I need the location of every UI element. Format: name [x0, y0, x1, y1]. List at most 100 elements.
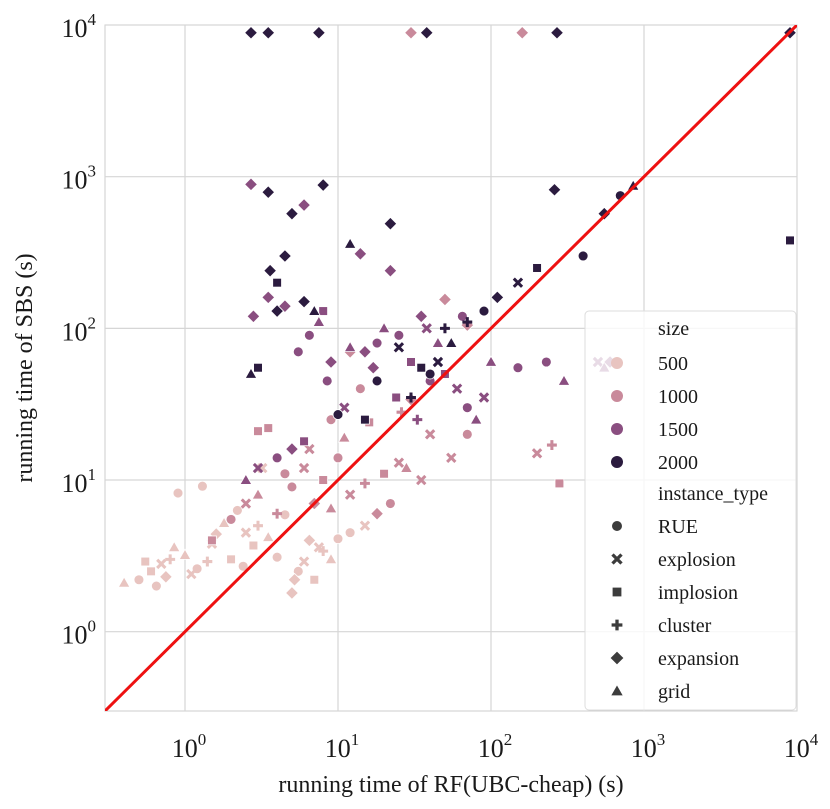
legend-type-label: grid [658, 681, 690, 703]
data-point [446, 452, 457, 464]
data-point [318, 475, 328, 485]
legend-size-label: 2000 [658, 452, 698, 474]
data-point [383, 216, 398, 231]
data-point [316, 178, 331, 192]
data-point [285, 586, 299, 600]
y-tick-label: 104 [62, 10, 97, 43]
data-point [379, 468, 389, 479]
data-point [424, 368, 436, 380]
legend-size-label: 1000 [658, 386, 698, 408]
data-point [515, 25, 530, 40]
data-point [318, 306, 328, 316]
data-point [438, 292, 452, 307]
legend-type-label: cluster [658, 615, 712, 637]
data-point [158, 569, 173, 584]
data-point [285, 442, 299, 456]
data-point [156, 558, 167, 570]
data-point [337, 431, 351, 443]
data-point [165, 554, 176, 565]
data-point [399, 461, 413, 473]
data-point [292, 565, 304, 577]
legend-type-marker [611, 520, 623, 532]
legend-box [584, 310, 797, 711]
data-point [393, 342, 405, 353]
data-point [406, 392, 416, 403]
data-point [299, 436, 309, 447]
data-point [359, 478, 370, 489]
data-point [271, 452, 283, 464]
data-point [298, 462, 310, 474]
y-tick-label: 102 [62, 313, 97, 346]
data-point [412, 414, 423, 425]
data-point [292, 346, 304, 358]
data-point [298, 556, 310, 567]
legend-size-marker [611, 357, 623, 369]
data-point [133, 574, 145, 586]
data-point [207, 535, 217, 546]
data-point [393, 457, 405, 468]
legend-type-label: explosion [658, 549, 736, 571]
data-point [261, 185, 276, 200]
data-point [278, 249, 292, 263]
data-point [370, 506, 384, 521]
data-point [244, 177, 258, 192]
data-point [377, 321, 391, 334]
data-point [439, 323, 450, 334]
legend-size-label: 1500 [658, 419, 698, 441]
data-point [332, 452, 344, 464]
data-point [371, 375, 383, 387]
data-point [332, 533, 344, 545]
data-point [406, 357, 416, 367]
legend-size-title: size [658, 318, 689, 340]
data-point [307, 304, 321, 316]
data-point [371, 337, 383, 349]
data-point [324, 501, 338, 514]
data-point [309, 574, 320, 585]
data-point [324, 552, 338, 565]
legend-type-marker [611, 586, 623, 598]
legend-type-marker [610, 683, 624, 697]
data-point [540, 356, 552, 368]
data-point [232, 505, 243, 516]
data-point [202, 556, 213, 567]
data-point [416, 474, 427, 486]
data-point [785, 235, 795, 246]
data-point [358, 344, 372, 359]
data-point [414, 309, 429, 324]
x-tick-label: 103 [631, 730, 666, 763]
data-point [225, 514, 237, 525]
data-point [550, 25, 564, 40]
data-point [469, 413, 483, 425]
data-point [240, 527, 252, 538]
x-tick-label: 100 [172, 730, 207, 763]
data-point [297, 294, 311, 309]
data-point [424, 429, 436, 440]
data-point [285, 206, 299, 221]
legend-size-label: 500 [658, 353, 688, 375]
x-tick-label: 104 [784, 730, 819, 763]
data-point [478, 392, 490, 403]
legend-type-marker [611, 553, 623, 565]
data-point [512, 362, 524, 374]
legend-size-marker [611, 456, 623, 468]
y-tick-label: 100 [62, 617, 97, 650]
data-point [297, 198, 311, 212]
data-point [512, 277, 524, 288]
data-point [554, 478, 565, 489]
legend-type-title: instance_type [658, 483, 768, 505]
data-point [263, 263, 278, 278]
data-point [251, 488, 265, 500]
data-point [186, 568, 197, 580]
data-point [332, 409, 344, 420]
data-point [244, 367, 258, 379]
data-point [490, 290, 505, 305]
data-point [286, 481, 298, 493]
data-point [252, 462, 264, 474]
data-point [461, 402, 473, 414]
data-point [444, 336, 458, 348]
data-point [270, 304, 285, 318]
data-point [311, 25, 326, 40]
data-point [239, 473, 253, 485]
legend-type-label: implosion [658, 582, 738, 604]
